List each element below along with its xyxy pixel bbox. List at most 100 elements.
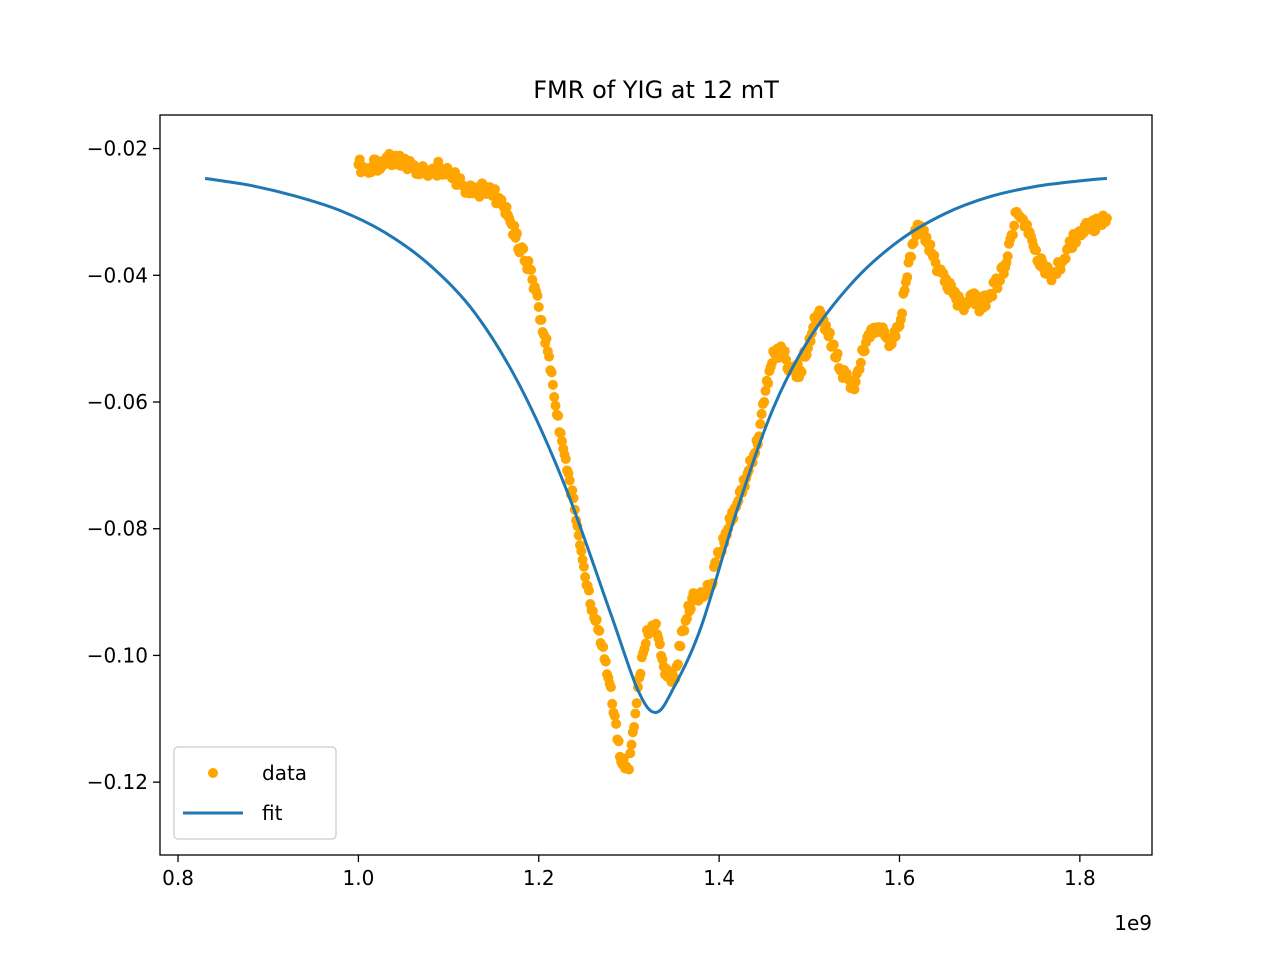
- data-point: [523, 255, 534, 266]
- data-point: [763, 378, 774, 389]
- data-point: [759, 397, 770, 408]
- data-point: [489, 184, 500, 195]
- y-axis: −0.02 −0.04 −0.06 −0.08 −0.10 −0.12: [87, 137, 160, 794]
- legend-fit-label: fit: [262, 801, 283, 825]
- data-point: [1060, 253, 1071, 264]
- x-axis-offset-label: 1e9: [1114, 911, 1152, 935]
- data-point: [631, 698, 642, 709]
- data-point: [598, 641, 609, 652]
- data-point: [547, 379, 558, 390]
- data-point: [546, 367, 557, 378]
- data-point: [580, 572, 591, 583]
- data-point: [897, 308, 908, 319]
- data-point: [532, 290, 543, 301]
- data-point: [1070, 237, 1081, 248]
- data-point: [930, 257, 941, 268]
- data-point: [906, 251, 917, 262]
- data-point: [549, 392, 560, 403]
- data-point: [511, 228, 522, 239]
- plot-area: [204, 148, 1112, 775]
- y-tick-label: −0.12: [87, 770, 148, 794]
- data-point: [600, 656, 611, 667]
- y-tick-label: −0.08: [87, 517, 148, 541]
- data-point: [640, 638, 651, 649]
- data-point: [925, 239, 936, 250]
- data-point: [578, 561, 589, 572]
- data-point: [567, 485, 578, 496]
- x-tick-label: 1.8: [1064, 866, 1096, 890]
- data-point: [796, 367, 807, 378]
- data-point: [1007, 229, 1018, 240]
- x-tick-label: 1.4: [703, 866, 735, 890]
- plot-frame: [159, 114, 1153, 856]
- data-point: [679, 625, 690, 636]
- data-point: [902, 272, 913, 283]
- data-point: [630, 708, 641, 719]
- data-point: [850, 376, 861, 387]
- data-point: [899, 285, 910, 296]
- data-point: [550, 400, 561, 411]
- data-point: [1009, 220, 1020, 231]
- data-point: [518, 243, 529, 254]
- y-tick-label: −0.02: [87, 137, 148, 161]
- data-point: [564, 475, 575, 486]
- x-tick-label: 0.8: [162, 866, 194, 890]
- data-point: [613, 736, 624, 747]
- data-point: [685, 603, 696, 614]
- data-point: [611, 718, 622, 729]
- data-point: [526, 264, 537, 275]
- data-point: [1101, 213, 1112, 224]
- data-point: [629, 722, 640, 733]
- data-point: [832, 348, 843, 359]
- data-point: [594, 625, 605, 636]
- y-tick-label: −0.10: [87, 643, 148, 667]
- y-tick-label: −0.04: [87, 263, 148, 287]
- data-point: [591, 614, 602, 625]
- data-point: [755, 419, 766, 430]
- data-point: [544, 351, 555, 362]
- data-point: [635, 668, 646, 679]
- data-point: [625, 748, 636, 759]
- data-point: [890, 331, 901, 342]
- data-point: [536, 314, 547, 325]
- data-point: [672, 659, 683, 670]
- data-point: [654, 639, 665, 650]
- data-point: [553, 410, 564, 421]
- data-point: [1002, 251, 1013, 262]
- data-point: [651, 618, 661, 629]
- series-data: [353, 148, 1112, 775]
- data-point: [533, 301, 544, 312]
- data-point: [859, 346, 870, 357]
- data-point: [855, 357, 866, 368]
- data-point: [605, 682, 616, 693]
- series-fit-line: [204, 176, 1108, 714]
- legend: data fit: [173, 746, 337, 840]
- data-point: [1031, 245, 1042, 256]
- data-point: [828, 339, 839, 350]
- data-point: [779, 346, 790, 357]
- data-point: [987, 291, 998, 302]
- legend-data-label: data: [262, 761, 307, 785]
- data-point: [908, 237, 919, 248]
- data-point: [675, 641, 686, 652]
- x-axis: 0.8 1.0 1.2 1.4 1.6 1.8: [162, 855, 1096, 890]
- data-point: [849, 384, 860, 395]
- data-point: [623, 764, 634, 775]
- data-point: [556, 436, 567, 447]
- legend-frame: [173, 746, 337, 840]
- data-point: [541, 333, 552, 344]
- data-point: [576, 546, 587, 557]
- data-point: [584, 585, 595, 596]
- data-point: [609, 710, 620, 721]
- x-tick-label: 1.6: [884, 866, 916, 890]
- data-point: [626, 739, 637, 750]
- x-tick-label: 1.2: [523, 866, 555, 890]
- data-point: [555, 428, 566, 439]
- legend-data-marker: [208, 768, 218, 778]
- chart-title: FMR of YIG at 12 mT: [533, 76, 779, 104]
- data-point: [560, 454, 571, 465]
- x-tick-label: 1.0: [342, 866, 374, 890]
- y-tick-label: −0.06: [87, 390, 148, 414]
- data-point: [756, 408, 767, 419]
